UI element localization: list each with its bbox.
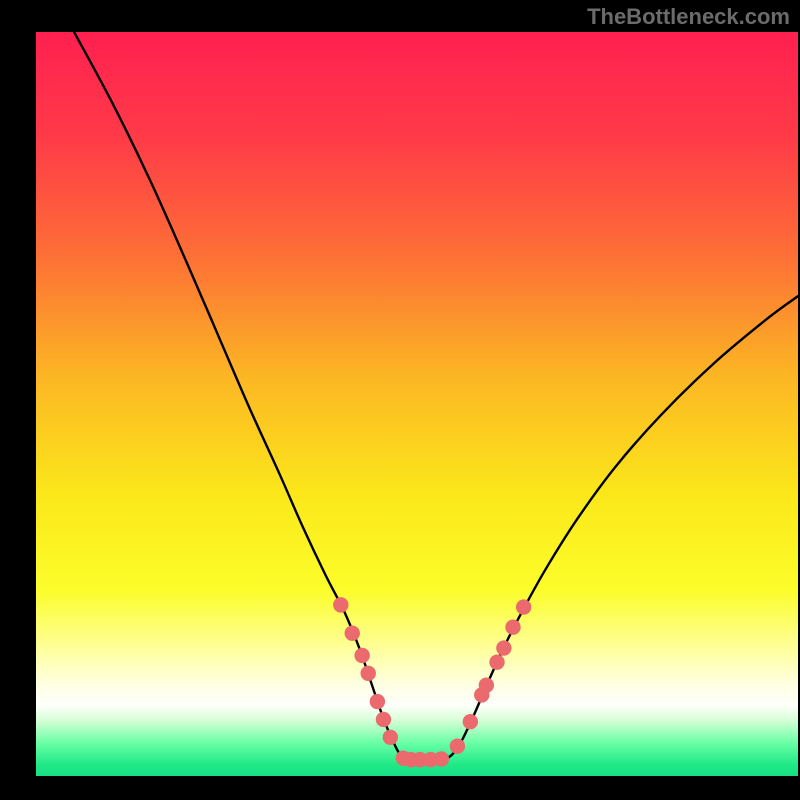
marker-point bbox=[479, 678, 493, 692]
marker-point bbox=[345, 626, 359, 640]
marker-point bbox=[355, 648, 369, 662]
marker-point bbox=[463, 714, 477, 728]
marker-point bbox=[334, 598, 348, 612]
marker-point bbox=[434, 752, 448, 766]
marker-point bbox=[450, 739, 464, 753]
chart-svg bbox=[36, 32, 798, 776]
marker-point bbox=[516, 600, 530, 614]
attribution-label: TheBottleneck.com bbox=[587, 4, 790, 30]
marker-point bbox=[383, 730, 397, 744]
marker-point bbox=[361, 666, 375, 680]
marker-point bbox=[376, 712, 390, 726]
chart-container: TheBottleneck.com bbox=[0, 0, 800, 800]
bottleneck-curve bbox=[74, 32, 798, 760]
plot-area bbox=[36, 32, 798, 776]
marker-point bbox=[490, 655, 504, 669]
marker-point bbox=[506, 620, 520, 634]
marker-point bbox=[497, 641, 511, 655]
marker-point bbox=[370, 694, 384, 708]
